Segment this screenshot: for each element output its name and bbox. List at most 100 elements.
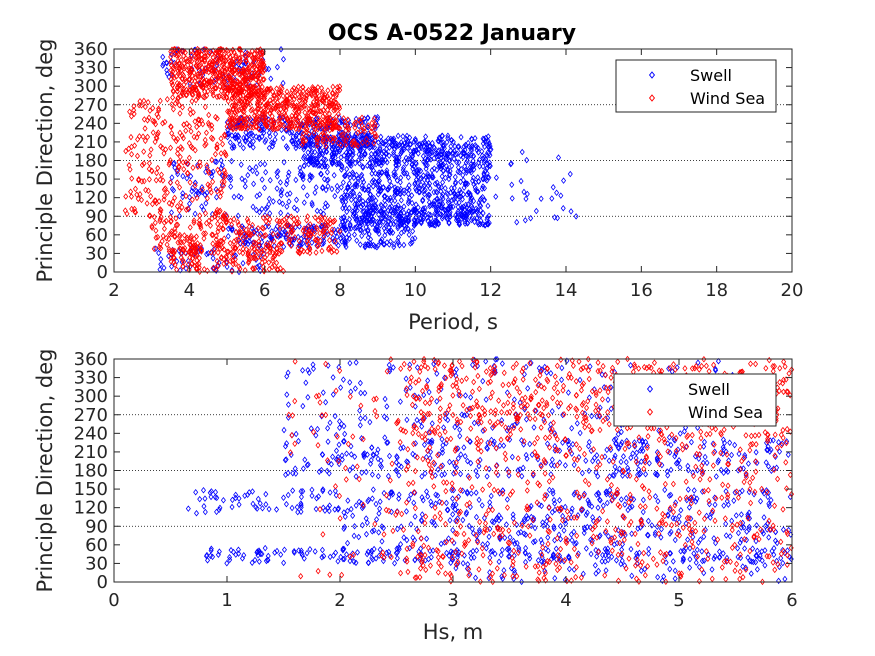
data-point xyxy=(445,165,451,173)
data-point xyxy=(305,222,311,230)
data-point xyxy=(469,194,475,202)
data-point xyxy=(454,214,460,221)
data-point xyxy=(174,52,180,59)
data-point xyxy=(450,138,456,146)
data-point xyxy=(459,212,465,219)
data-point xyxy=(192,179,198,187)
data-point xyxy=(414,166,420,174)
data-point xyxy=(519,148,525,156)
data-point xyxy=(302,143,308,151)
data-point xyxy=(238,194,244,202)
data-point xyxy=(338,184,344,191)
data-point xyxy=(475,219,481,226)
legend-label: Wind Sea xyxy=(690,89,765,108)
data-point xyxy=(228,48,234,56)
data-point xyxy=(458,146,464,154)
data-point xyxy=(301,145,307,153)
data-point xyxy=(390,136,396,143)
data-point xyxy=(290,137,296,145)
data-point xyxy=(408,209,414,217)
data-point xyxy=(369,216,375,223)
data-point xyxy=(329,153,335,161)
data-point xyxy=(398,150,404,157)
data-point xyxy=(295,138,301,146)
data-point xyxy=(456,193,462,200)
data-point xyxy=(440,195,446,202)
data-point xyxy=(446,220,452,227)
data-point xyxy=(229,226,235,234)
x-tick-label: 10 xyxy=(404,280,427,301)
data-point xyxy=(368,143,374,151)
data-point xyxy=(448,202,454,210)
data-point xyxy=(463,169,469,176)
data-point xyxy=(451,196,457,203)
data-point xyxy=(369,220,375,228)
data-point xyxy=(238,161,244,168)
data-point xyxy=(481,170,487,177)
data-point xyxy=(359,154,365,162)
data-point xyxy=(406,194,412,202)
data-point xyxy=(508,160,514,168)
data-point xyxy=(462,210,468,217)
data-point xyxy=(461,143,467,150)
data-point xyxy=(470,174,476,182)
data-point xyxy=(233,52,239,59)
x-tick-label: 14 xyxy=(555,280,578,301)
data-point xyxy=(387,204,393,211)
data-point xyxy=(218,157,224,164)
data-point xyxy=(360,208,366,215)
data-point xyxy=(293,176,299,184)
data-point xyxy=(284,144,290,152)
data-point xyxy=(262,138,268,146)
data-point xyxy=(289,228,295,235)
data-point xyxy=(309,173,315,181)
data-point xyxy=(268,75,274,82)
data-point xyxy=(332,192,338,200)
data-point xyxy=(478,212,484,219)
data-point xyxy=(470,208,476,216)
data-point xyxy=(411,138,417,146)
data-point xyxy=(358,226,364,234)
data-point xyxy=(153,245,159,252)
data-point xyxy=(312,189,318,196)
data-point xyxy=(259,205,265,213)
legend-label: Swell xyxy=(690,66,732,85)
data-point xyxy=(445,190,451,198)
data-point xyxy=(314,158,321,166)
data-point xyxy=(307,176,313,184)
data-point xyxy=(521,188,527,196)
data-point xyxy=(392,192,398,200)
data-point xyxy=(433,206,439,214)
data-point xyxy=(348,196,354,204)
data-point xyxy=(453,178,459,186)
data-point xyxy=(413,220,419,227)
data-point xyxy=(378,133,384,141)
data-point xyxy=(444,215,450,223)
data-point xyxy=(434,166,440,174)
data-point xyxy=(354,171,360,179)
data-point xyxy=(426,199,432,206)
data-point xyxy=(307,157,313,164)
data-point xyxy=(378,201,384,209)
data-point xyxy=(324,168,330,176)
data-point xyxy=(359,232,365,240)
data-point xyxy=(365,217,371,224)
data-point xyxy=(404,132,410,140)
data-point xyxy=(476,178,482,185)
data-point xyxy=(375,242,381,249)
data-point xyxy=(356,151,362,158)
data-point xyxy=(233,252,239,259)
data-point xyxy=(267,210,273,217)
data-point xyxy=(485,173,491,181)
data-point xyxy=(340,232,346,240)
data-point xyxy=(379,159,385,166)
data-point xyxy=(400,166,406,174)
data-point xyxy=(474,214,480,222)
data-point xyxy=(449,197,455,204)
data-point xyxy=(455,168,461,176)
data-point xyxy=(405,174,411,181)
data-point xyxy=(474,188,480,195)
data-point xyxy=(357,146,363,154)
x-tick-label: 12 xyxy=(479,280,502,301)
data-point xyxy=(307,142,313,149)
